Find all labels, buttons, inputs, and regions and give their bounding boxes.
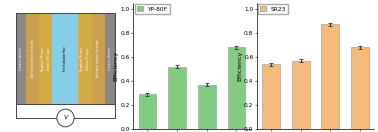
Bar [292, 61, 310, 129]
Text: Feed solution flow: Feed solution flow [64, 46, 68, 71]
Legend: SR23: SR23 [259, 4, 288, 14]
Bar [351, 47, 369, 129]
Bar [228, 47, 245, 129]
Bar [46, 13, 53, 104]
Bar [39, 13, 46, 104]
Y-axis label: Efficiency: Efficiency [113, 51, 119, 81]
Bar [168, 67, 186, 129]
Text: Positive PE layer: Positive PE layer [86, 47, 90, 70]
Text: Activated carbon electrode: Activated carbon electrode [96, 40, 100, 77]
Bar [16, 13, 115, 104]
Bar [26, 13, 39, 104]
Text: Negative PE layer: Negative PE layer [41, 46, 45, 71]
Circle shape [57, 109, 74, 127]
Bar [321, 24, 339, 129]
Bar [53, 13, 79, 104]
Bar [16, 13, 26, 104]
Legend: YP-80F: YP-80F [135, 4, 169, 14]
Bar [138, 94, 156, 129]
Bar [105, 13, 115, 104]
Text: V: V [64, 116, 68, 121]
Text: Current collector: Current collector [108, 47, 112, 70]
Bar [91, 13, 105, 104]
Bar [79, 13, 85, 104]
Bar [198, 85, 216, 129]
Text: Current collector: Current collector [19, 47, 23, 70]
Text: Positive PE layer: Positive PE layer [47, 47, 51, 70]
Bar [262, 64, 280, 129]
Text: Negative PE layer: Negative PE layer [80, 46, 84, 71]
Y-axis label: Efficiency: Efficiency [237, 51, 242, 81]
Bar [85, 13, 91, 104]
Text: Activated carbon electrode: Activated carbon electrode [31, 40, 35, 77]
